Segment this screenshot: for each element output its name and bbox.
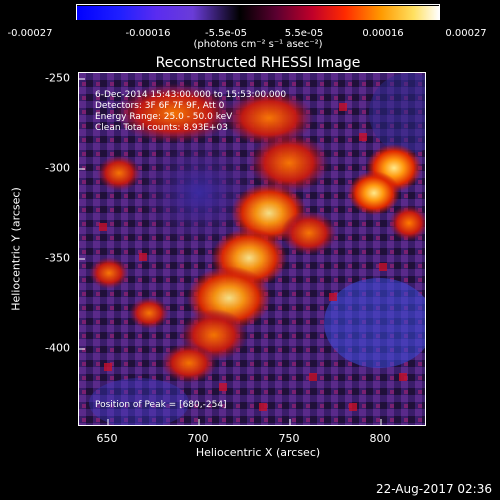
colorbar-gradient bbox=[77, 6, 439, 20]
clean-annotation: Clean Total counts: 8.93E+03 bbox=[95, 123, 228, 133]
colorbar-tick-label: -5.5e-05 bbox=[205, 28, 247, 39]
plot-area: 6-Dec-2014 15:43:00.000 to 15:53:00.000 … bbox=[78, 72, 426, 426]
x-tick-label: 800 bbox=[369, 432, 391, 445]
footer-timestamp: 22-Aug-2017 02:36 bbox=[375, 482, 492, 496]
colorbar-tick-label: 0.00016 bbox=[362, 28, 404, 39]
energy-range-annotation: Energy Range: 25.0 - 50.0 keV bbox=[95, 112, 233, 122]
plot-title: Reconstructed RHESSI Image bbox=[155, 55, 361, 71]
y-tick-label: -250 bbox=[45, 71, 70, 85]
x-tick-label: 650 bbox=[96, 432, 118, 445]
x-axis-label: Heliocentric X (arcsec) bbox=[195, 446, 321, 459]
detectors-annotation: Detectors: 3F 6F 7F 9F, Att 0 bbox=[95, 101, 225, 111]
colorbar bbox=[76, 4, 440, 20]
colorbar-tick-label: -0.00027 bbox=[7, 28, 53, 39]
y-tick-label: -300 bbox=[45, 161, 70, 175]
rhessi-image: 6-Dec-2014 15:43:00.000 to 15:53:00.000 … bbox=[79, 73, 425, 425]
colorbar-tick-label: 0.00027 bbox=[445, 28, 487, 39]
time-range-annotation: 6-Dec-2014 15:43:00.000 to 15:53:00.000 bbox=[95, 90, 286, 100]
peak-position-annotation: Position of Peak = [680,-254] bbox=[95, 400, 227, 410]
x-tick-label: 750 bbox=[278, 432, 300, 445]
y-axis-label: Heliocentric Y (arcsec) bbox=[9, 187, 23, 311]
colorbar-tick-label: -0.00016 bbox=[125, 28, 171, 39]
colorbar-tick-label: 5.5e-05 bbox=[284, 28, 324, 39]
colorbar-unit-label: (photons cm⁻² s⁻¹ asec⁻²) bbox=[193, 39, 323, 50]
x-tick-label: 700 bbox=[187, 432, 209, 445]
y-tick-label: -350 bbox=[45, 251, 70, 265]
y-tick-label: -400 bbox=[45, 341, 70, 355]
